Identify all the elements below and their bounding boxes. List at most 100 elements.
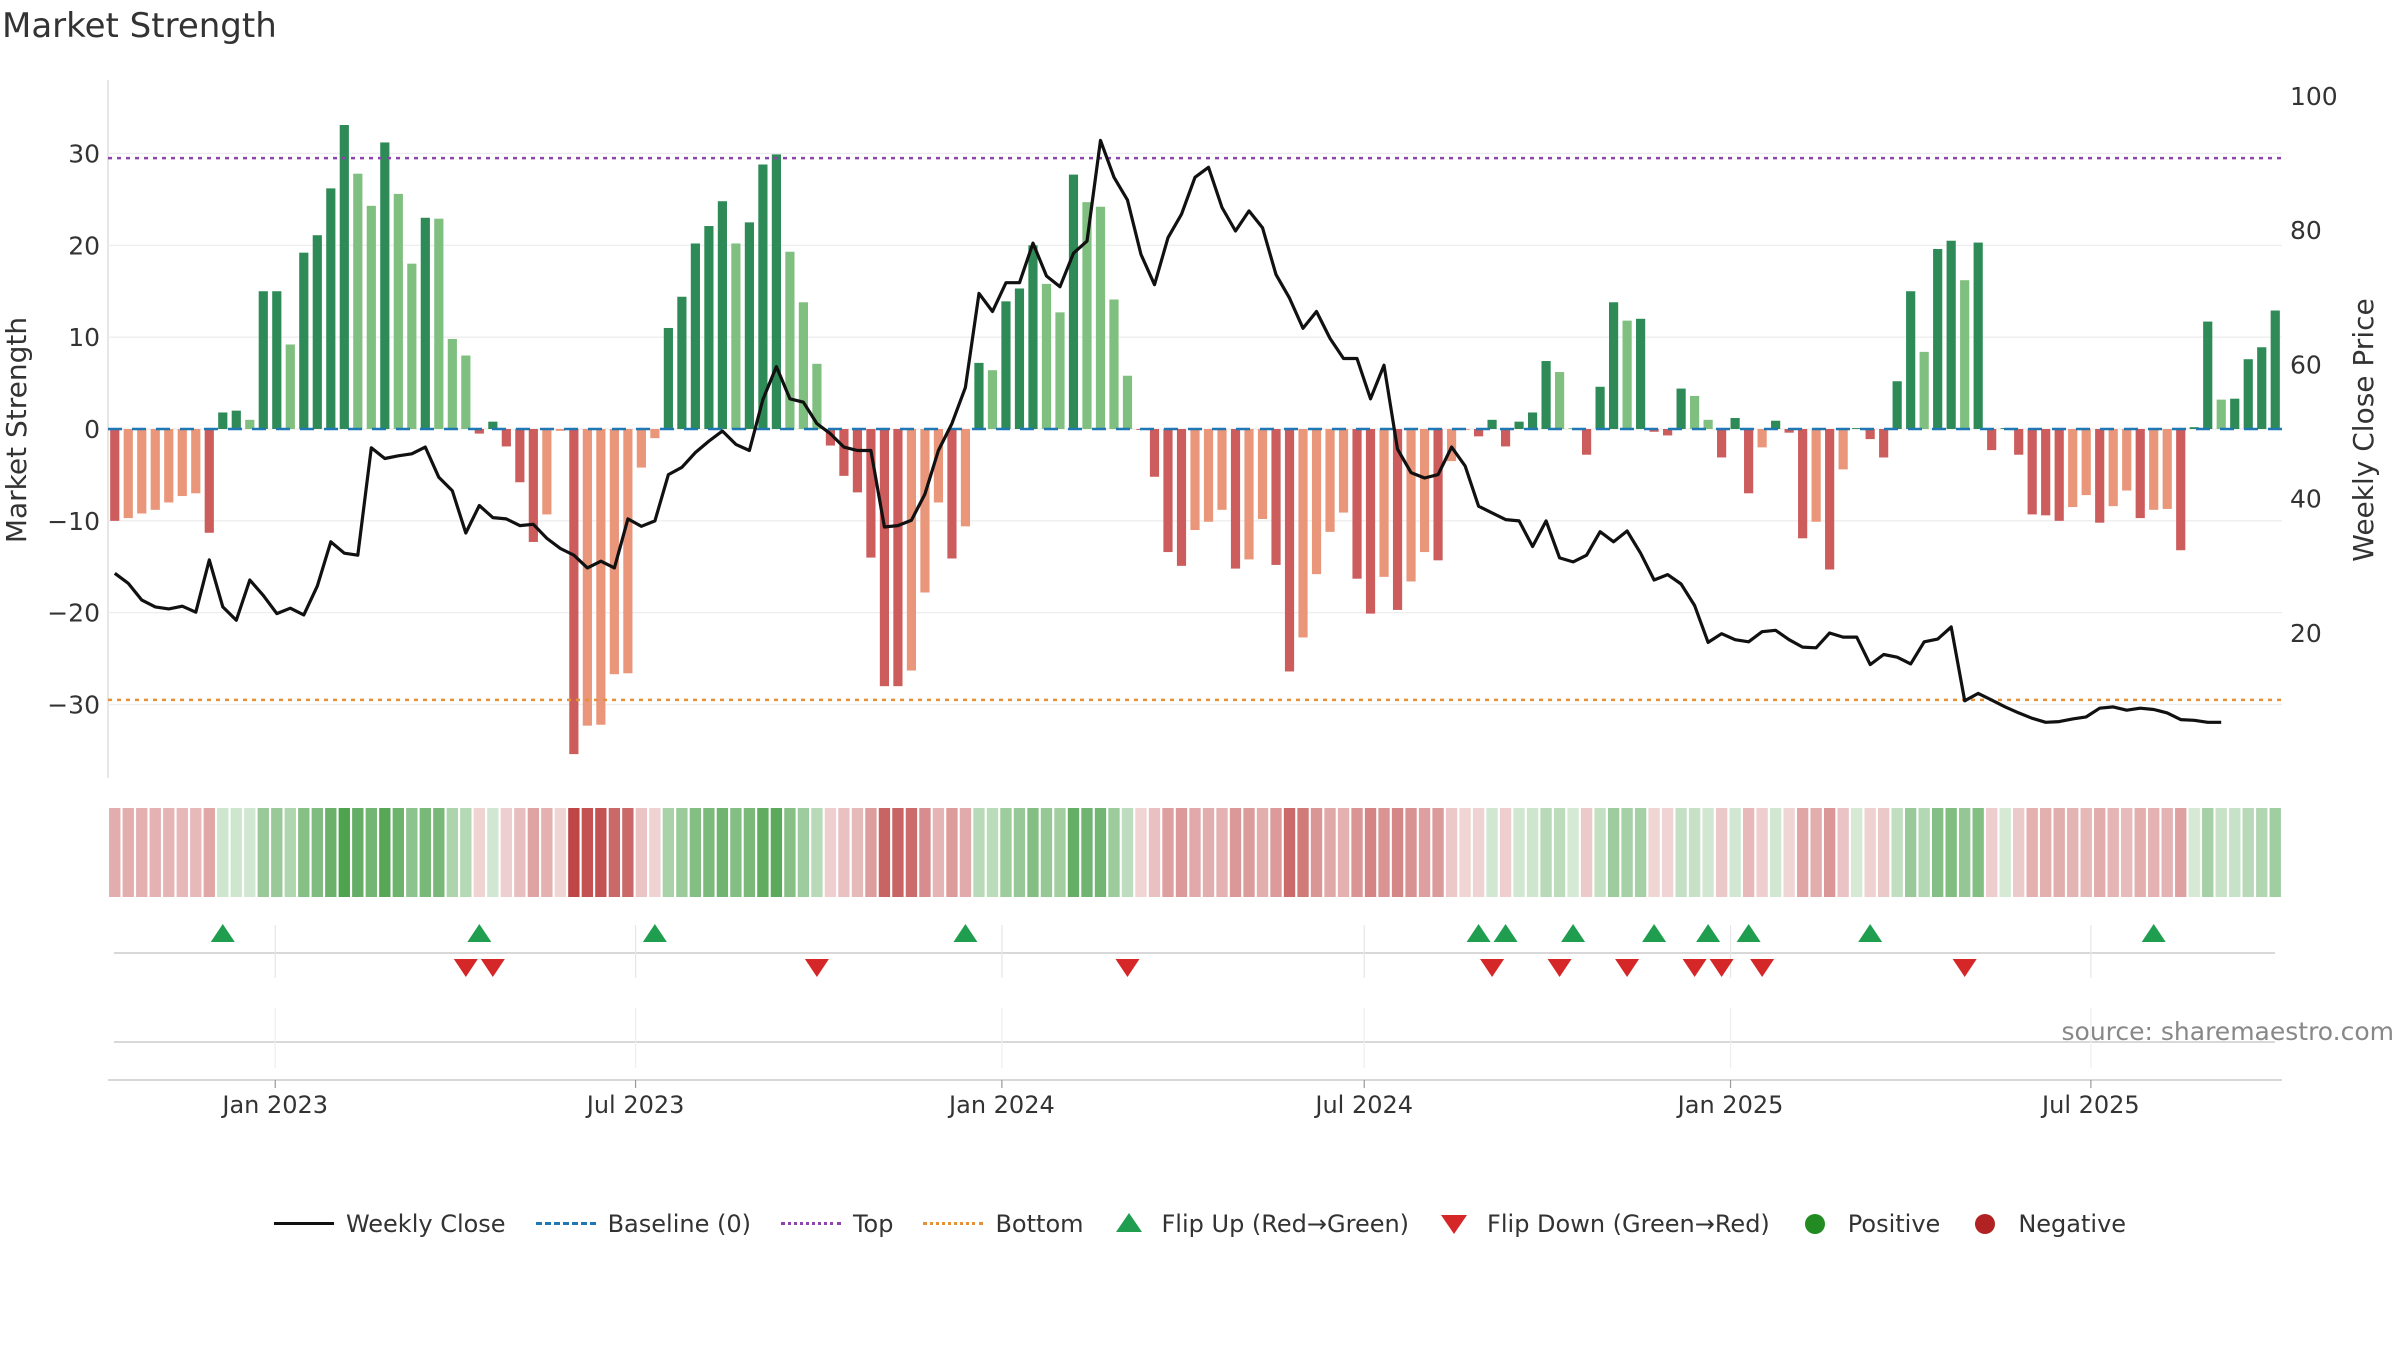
strength-bar bbox=[1527, 412, 1538, 429]
strength-bar bbox=[137, 429, 147, 514]
heat-cell bbox=[1999, 808, 2011, 897]
heat-cell bbox=[1580, 808, 1593, 897]
legend-label: Bottom bbox=[995, 1210, 1084, 1238]
strength-bar bbox=[326, 188, 336, 429]
heat-cell bbox=[2256, 808, 2268, 897]
heat-cell bbox=[1756, 808, 1768, 897]
heat-cell bbox=[1837, 808, 1849, 897]
flip-up-marker bbox=[1736, 924, 1761, 942]
strength-bar bbox=[717, 201, 727, 429]
strength-bar bbox=[1028, 245, 1038, 429]
strength-bar bbox=[1906, 291, 1916, 429]
strength-bar bbox=[1230, 429, 1241, 569]
y-axis-label: Market Strength bbox=[0, 317, 33, 543]
x-tick-label: Jan 2023 bbox=[220, 1091, 328, 1119]
strength-bar bbox=[272, 291, 282, 429]
heat-cell bbox=[541, 808, 553, 897]
strength-bar bbox=[785, 251, 795, 429]
legend-item-flip-down: Flip Down (Green→Red) bbox=[1439, 1210, 1770, 1238]
flip-up-marker bbox=[1642, 924, 1667, 942]
strength-bar bbox=[2189, 427, 2199, 429]
heat-cell bbox=[392, 808, 404, 897]
strength-bar bbox=[1217, 429, 1227, 510]
heat-cell bbox=[595, 808, 607, 897]
heat-cell bbox=[1391, 808, 1404, 897]
heat-cell bbox=[379, 808, 391, 897]
strength-bar bbox=[2243, 359, 2253, 429]
strength-bar bbox=[231, 410, 241, 429]
heat-cell bbox=[1850, 808, 1863, 897]
strength-bar bbox=[542, 429, 552, 515]
heat-cell bbox=[2175, 808, 2187, 897]
heat-cell bbox=[1715, 808, 1728, 897]
baseline-swatch bbox=[535, 1211, 596, 1237]
strength-bar bbox=[1068, 174, 1079, 429]
heat-cell bbox=[622, 808, 634, 897]
strength-bar bbox=[501, 429, 511, 447]
y-tick-label: 0 bbox=[84, 415, 100, 444]
heat-cell bbox=[1972, 808, 1984, 897]
flip-up-marker bbox=[1858, 924, 1883, 942]
heat-cell bbox=[1959, 808, 1971, 897]
heat-cell bbox=[581, 808, 594, 897]
source-credit: source: sharemaestro.com bbox=[2061, 1017, 2395, 1046]
strength-bar bbox=[1325, 429, 1335, 532]
heat-cell bbox=[1189, 808, 1201, 897]
strength-bar bbox=[879, 429, 890, 687]
y2-tick-label: 20 bbox=[2290, 619, 2322, 648]
heat-cell bbox=[554, 808, 567, 897]
negative-dot-icon bbox=[1970, 1211, 2000, 1237]
strength-bar bbox=[1190, 429, 1200, 531]
strength-bar bbox=[569, 429, 579, 755]
strength-bar bbox=[1446, 429, 1457, 462]
heat-cell bbox=[1229, 808, 1242, 897]
heat-cell bbox=[770, 808, 783, 897]
strength-bar bbox=[1595, 386, 1605, 429]
strength-bar bbox=[420, 217, 430, 429]
strength-bar bbox=[1487, 419, 1497, 429]
strength-bar bbox=[1379, 429, 1389, 577]
flip-down-marker bbox=[1750, 959, 1775, 977]
flip-down-marker bbox=[1952, 959, 1977, 977]
flip-up-marker bbox=[1561, 924, 1586, 942]
x-tick-label: Jan 2025 bbox=[1676, 1091, 1784, 1119]
heat-cell bbox=[1931, 808, 1944, 897]
strength-bar bbox=[2095, 429, 2105, 523]
strength-bar bbox=[636, 429, 646, 468]
strength-bar bbox=[1338, 429, 1349, 513]
heat-cell bbox=[1567, 808, 1579, 897]
strength-bar bbox=[1946, 240, 1956, 429]
strength-bar bbox=[1649, 429, 1659, 432]
heat-cell bbox=[1823, 808, 1836, 897]
heat-cell bbox=[2040, 808, 2052, 897]
strength-bar bbox=[2270, 310, 2280, 429]
heat-cell bbox=[2080, 808, 2092, 897]
strength-bar bbox=[1122, 375, 1133, 429]
strength-bar bbox=[866, 429, 876, 558]
strength-bar bbox=[2027, 429, 2037, 515]
heat-cell bbox=[2067, 808, 2079, 897]
strength-bar bbox=[2149, 429, 2159, 510]
heat-cell bbox=[1540, 808, 1552, 897]
heat-cell bbox=[757, 808, 769, 897]
heat-cell bbox=[608, 808, 621, 897]
strength-bar bbox=[407, 263, 417, 429]
heat-cell bbox=[2026, 808, 2038, 897]
heat-cell bbox=[635, 808, 648, 897]
heat-cell bbox=[1729, 808, 1741, 897]
flip-up-marker bbox=[953, 924, 978, 942]
strength-bar bbox=[204, 429, 214, 533]
heat-cell bbox=[1445, 808, 1458, 897]
strength-bar bbox=[1892, 381, 1902, 429]
heat-cell bbox=[838, 808, 850, 897]
heat-cell bbox=[487, 808, 499, 897]
heat-cell bbox=[2269, 808, 2281, 897]
strength-bar bbox=[1284, 429, 1295, 672]
strength-bar bbox=[825, 429, 836, 446]
heat-cell bbox=[1877, 808, 1890, 897]
strength-bar bbox=[2054, 429, 2064, 521]
strength-bar bbox=[1176, 429, 1187, 566]
heat-cell bbox=[446, 808, 459, 897]
flip-down-marker bbox=[1115, 959, 1140, 977]
